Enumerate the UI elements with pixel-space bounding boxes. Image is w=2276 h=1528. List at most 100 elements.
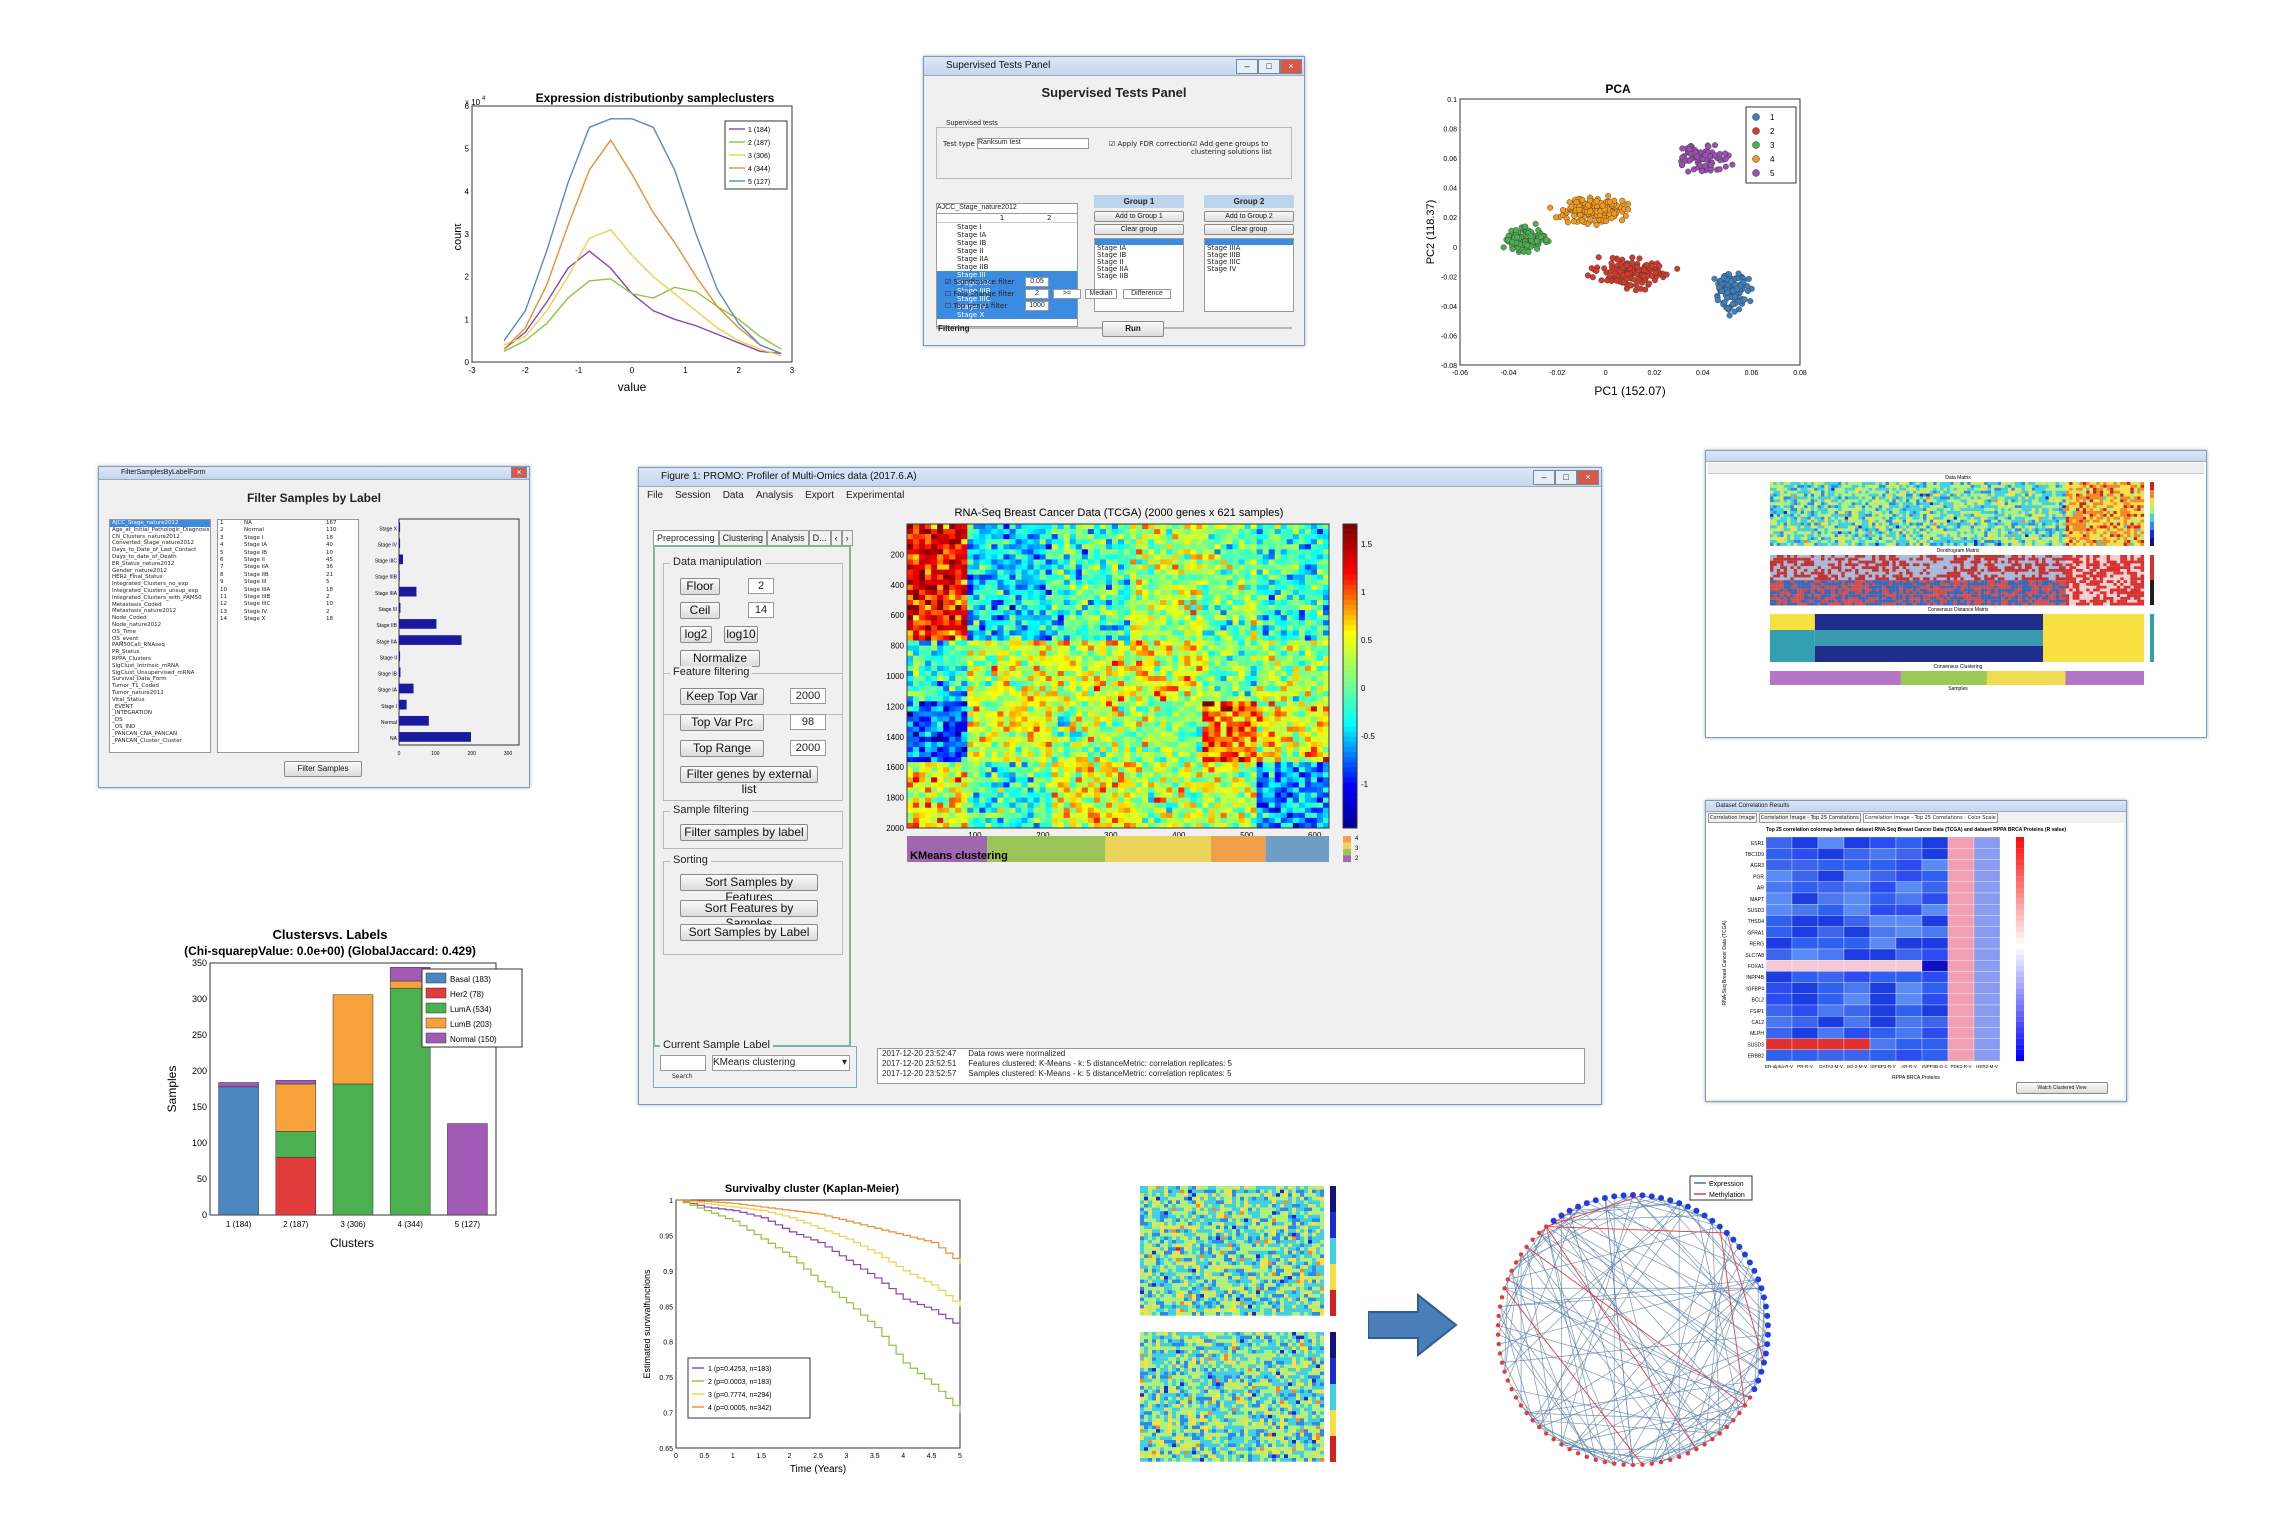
promo-log-panel[interactable]: 2017-12-20 23:52:47 Data rows were normal… (877, 1048, 1585, 1084)
label-list-item[interactable]: Metastasis_Coded (112, 601, 162, 608)
label-value-row[interactable]: 4 Stage IA 40 (220, 542, 333, 549)
label-list-item[interactable]: OS_event (112, 635, 139, 642)
normalize-rows-button[interactable]: Normalize rows (680, 650, 760, 680)
keep-top-var-input[interactable]: 2000 (790, 688, 826, 704)
label-list-item[interactable]: AJCC_Stage_nature2012 (110, 520, 210, 527)
label-list-item[interactable]: ER_Status_nature2012 (112, 560, 175, 567)
ceil-button[interactable]: Ceil (680, 602, 720, 619)
label-list-item[interactable]: _OS_IND (112, 723, 136, 730)
test-type-select[interactable]: Ranksum test (977, 138, 1089, 149)
tab-more[interactable]: D... (808, 530, 831, 546)
label-list-item[interactable]: Integrated_Clusters_unsup_exp (112, 587, 199, 594)
label-value-row[interactable]: Stage IA (957, 231, 987, 239)
fold-filter-value[interactable]: 2 (1025, 289, 1049, 299)
label-list-item[interactable]: Node_nature2012 (112, 621, 162, 628)
label-value-row[interactable]: 3 Stage I 18 (220, 534, 333, 541)
label-list-item[interactable]: HER2_Final_Status (112, 574, 163, 581)
filter-samples-by-label-button[interactable]: Filter samples by label (680, 824, 808, 841)
label-value-row[interactable]: Stage IB (957, 239, 987, 247)
top-genes-value[interactable]: 1000 (1025, 301, 1049, 311)
tab-clustering[interactable]: Clustering (718, 530, 768, 546)
promo-minimize-button[interactable]: – (1533, 470, 1555, 485)
ceil-input[interactable]: 14 (748, 602, 774, 618)
menu-experimental[interactable]: Experimental (845, 490, 905, 501)
kmeans-select[interactable]: KMeans clustering ▾ (712, 1055, 850, 1071)
label-value-row[interactable]: Stage III (937, 271, 1077, 279)
label-value-row[interactable]: 14 Stage X 18 (220, 616, 333, 623)
label-list-item[interactable]: OS_Time (112, 628, 137, 635)
label-value-row[interactable]: Stage IIIC (937, 295, 1077, 303)
filter-samples-button[interactable]: Filter Samples (284, 761, 362, 777)
label-list-item[interactable]: Integrated_Clusters_no_exp (112, 581, 189, 588)
sort-samples-by-label-button[interactable]: Sort Samples by Label (680, 924, 818, 941)
label-value-row[interactable]: 8 Stage IIB 21 (220, 571, 333, 578)
top-range-button[interactable]: Top Range (680, 740, 764, 757)
watch-clustered-view-button[interactable]: Watch Clustered View (2016, 1082, 2108, 1094)
keep-top-var-button[interactable]: Keep Top Var (680, 688, 764, 705)
maximize-button[interactable]: □ (1258, 59, 1280, 74)
floor-input[interactable]: 2 (748, 578, 774, 594)
search-input[interactable] (660, 1055, 706, 1071)
menu-file[interactable]: File (647, 490, 664, 501)
label-values-list[interactable]: 1 NA 167 2 Normal 110 3 Stage I 18 4 Stage IA 40 5 St… (217, 519, 359, 753)
sort-samples-by-features-button[interactable]: Sort Samples by Features (680, 874, 818, 904)
menu-session[interactable]: Session (675, 490, 711, 501)
label-value-row[interactable]: Stage IIIA (937, 279, 1077, 287)
clear-group2-button[interactable]: Clear group (1204, 224, 1294, 235)
label-list-item[interactable]: PR_Status (112, 649, 140, 656)
label-list-item[interactable]: Gender_nature2012 (112, 567, 168, 574)
label-list-item[interactable]: Days_to_date_of_Death (112, 553, 177, 560)
menu-analysis[interactable]: Analysis (755, 490, 794, 501)
label-value-row[interactable]: Stage X (937, 311, 1077, 319)
label-list-item[interactable]: Integrated_Clusters_with_PAM50 (112, 594, 202, 601)
add-group1-button[interactable]: Add to Group 1 (1094, 211, 1184, 222)
label-value-row[interactable]: 9 Stage III 5 (220, 579, 330, 586)
tab-preprocessing[interactable]: Preprocessing (653, 530, 719, 546)
top-range-input[interactable]: 2000 (790, 740, 826, 756)
tab-scroll-left[interactable]: ‹ (830, 530, 842, 546)
label-list-item[interactable]: RPPA_Clusters (112, 655, 152, 662)
clear-group1-button[interactable]: Clear group (1094, 224, 1184, 235)
add-gene-groups-checkbox[interactable]: ☑ Add gene groups to clustering solution… (1191, 140, 1272, 156)
tab-scroll-right[interactable]: › (841, 530, 853, 546)
tab-top25-color[interactable]: Correlation Image - Top 25 Correlations … (1862, 813, 1998, 823)
tab-correlation-image[interactable]: Correlation Image (1708, 813, 1757, 823)
sig-filter-checkbox[interactable]: ☑ Significance filter (945, 278, 1015, 286)
label-list-item[interactable]: SigClust_Unsupervised_mRNA (112, 669, 195, 676)
label-list[interactable]: AJCC_Stage_nature2012 Age_at_Initial_Path… (109, 519, 211, 753)
label-value-row[interactable]: 12 Stage IIIC 10 (220, 601, 333, 608)
floor-button[interactable]: Floor (680, 578, 720, 595)
label-list-item[interactable]: Converted_Stage_nature2012 (112, 540, 195, 547)
label-list-item[interactable]: Survival_Data_Form (112, 676, 167, 683)
label-value-row[interactable]: 6 Stage II 45 (220, 556, 333, 563)
sort-features-by-samples-button[interactable]: Sort Features by Samples (680, 900, 818, 930)
label-value-row[interactable]: Stage I (957, 223, 982, 231)
label-value-row[interactable]: 10 Stage IIIA 18 (220, 586, 333, 593)
label-value-row[interactable]: Stage IIIB (937, 287, 1077, 295)
label-value-row[interactable]: Stage IIA (957, 255, 989, 263)
label-list-item[interactable]: _EVENT (112, 703, 133, 710)
label-value-row[interactable]: 11 Stage IIIB 2 (220, 593, 330, 600)
label-value-row[interactable]: 13 Stage IV 2 (220, 608, 330, 615)
tab-analysis[interactable]: Analysis (767, 530, 809, 546)
fold-operator-select[interactable]: >= (1053, 289, 1081, 299)
label-value-row[interactable]: Stage IIB (957, 263, 989, 271)
filter-genes-external-button[interactable]: Filter genes by external list (680, 766, 818, 796)
difference-select[interactable]: Difference (1123, 289, 1171, 299)
label-value-row[interactable]: 1 NA 167 (220, 520, 337, 526)
label-value-row[interactable]: Stage II (957, 247, 984, 255)
label-value-row[interactable]: 7 Stage IIA 36 (220, 564, 333, 571)
label-list-item[interactable]: Node_Coded (112, 615, 147, 622)
minimize-button[interactable]: – (1236, 59, 1258, 74)
fold-filter-checkbox[interactable]: ☐ Fold change filter (945, 290, 1015, 298)
promo-close-button[interactable]: × (1577, 470, 1599, 485)
label-list-item[interactable]: Tumor_T1_Coded (112, 683, 159, 690)
label-value-row[interactable]: 5 Stage IB 10 (220, 549, 333, 556)
log10-button[interactable]: log10 (724, 626, 758, 643)
run-button[interactable]: Run (1102, 321, 1164, 337)
promo-maximize-button[interactable]: □ (1555, 470, 1577, 485)
label-list-item[interactable]: Age_at_Initial_Pathologic_Diagnosis (112, 526, 210, 533)
median-select[interactable]: Median (1085, 289, 1117, 299)
fdr-checkbox[interactable]: ☑ Apply FDR correction (1109, 140, 1192, 148)
